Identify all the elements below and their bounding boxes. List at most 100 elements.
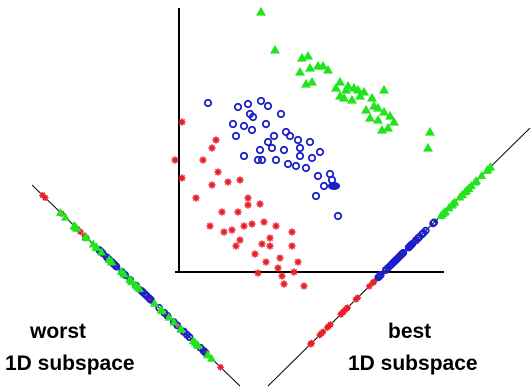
blue-ring-marker bbox=[271, 133, 277, 139]
green-triangle-marker bbox=[368, 94, 377, 102]
red-asterisk-marker bbox=[289, 229, 295, 235]
red-asterisk-marker bbox=[281, 281, 287, 287]
red-asterisk-marker bbox=[237, 177, 243, 183]
red-asterisk-marker bbox=[200, 157, 206, 163]
green-triangle-marker bbox=[366, 114, 375, 122]
green-triangle-marker bbox=[271, 46, 280, 54]
blue-ring-marker bbox=[245, 101, 251, 107]
red-asterisk-marker bbox=[249, 221, 255, 227]
red-asterisk-marker bbox=[353, 297, 358, 302]
red-asterisk-marker bbox=[252, 251, 258, 257]
worst-subspace-projections bbox=[40, 193, 223, 370]
blue-ring-marker bbox=[230, 121, 236, 127]
green-triangle-marker bbox=[296, 68, 305, 76]
worst-label-line1: worst bbox=[29, 320, 86, 343]
blue-ring-marker bbox=[313, 193, 319, 199]
blue-ring-marker bbox=[265, 103, 271, 109]
red-asterisk-marker bbox=[233, 243, 239, 249]
red-asterisk-marker bbox=[319, 331, 324, 336]
green-triangle-marker bbox=[306, 64, 315, 72]
blue-ring-marker bbox=[283, 129, 289, 135]
blue-ring-marker bbox=[278, 111, 284, 117]
red-asterisk-marker bbox=[237, 237, 243, 243]
red-asterisk-marker bbox=[213, 137, 219, 143]
red-asterisk-marker bbox=[267, 243, 273, 249]
red-asterisk-marker bbox=[289, 243, 295, 249]
red-asterisk-marker bbox=[241, 223, 247, 229]
blue-ring-marker bbox=[309, 155, 315, 161]
red-asterisk-marker bbox=[209, 182, 215, 188]
red-asterisk-marker bbox=[295, 259, 301, 265]
blue-ring-marker bbox=[295, 137, 301, 143]
blue-ring-marker bbox=[265, 139, 271, 145]
blue-ring-marker bbox=[273, 157, 279, 163]
red-asterisk-marker bbox=[215, 169, 221, 175]
green-triangle-marker bbox=[257, 8, 266, 16]
red-asterisk-marker bbox=[207, 223, 213, 229]
best-label-line2: 1D subspace bbox=[348, 352, 478, 375]
best-label-line1: best bbox=[388, 320, 431, 343]
red-asterisk-marker bbox=[341, 309, 346, 314]
red-asterisk-marker bbox=[179, 175, 185, 181]
green-triangle-marker bbox=[374, 116, 383, 124]
blue-ring-marker bbox=[241, 123, 247, 129]
blue-ring-marker bbox=[303, 165, 309, 171]
red-asterisk-marker bbox=[218, 365, 223, 370]
red-asterisk-marker bbox=[267, 235, 273, 241]
blue-ring-marker bbox=[233, 133, 239, 139]
red-asterisk-marker bbox=[367, 284, 372, 289]
blue-ring-marker bbox=[293, 163, 299, 169]
green-triangle-marker bbox=[380, 86, 389, 94]
worst-label-line2: 1D subspace bbox=[5, 352, 135, 375]
red-asterisk-marker bbox=[261, 219, 267, 225]
green-triangle-marker bbox=[426, 128, 435, 136]
red-asterisk-marker bbox=[263, 259, 269, 265]
red-asterisk-marker bbox=[273, 223, 279, 229]
blue-ring-marker bbox=[235, 104, 241, 110]
green-triangle-marker bbox=[308, 78, 317, 86]
blue-ring-marker bbox=[205, 100, 211, 106]
blue-ring-marker bbox=[257, 147, 263, 153]
blue-ring-marker bbox=[317, 149, 323, 155]
blue-ring-marker bbox=[281, 147, 287, 153]
green-triangle-marker bbox=[424, 144, 433, 152]
red-asterisk-marker bbox=[193, 195, 199, 201]
blue-ring-marker bbox=[249, 127, 255, 133]
red-asterisk-marker bbox=[328, 322, 333, 327]
blue-filled-cluster-marker bbox=[328, 182, 340, 190]
blue-ring-marker bbox=[263, 121, 269, 127]
red-asterisk-marker bbox=[301, 283, 307, 289]
blue-ring-marker bbox=[241, 153, 247, 159]
blue-ring-marker bbox=[285, 161, 291, 167]
red-asterisk-marker bbox=[259, 241, 265, 247]
blue-ring-marker bbox=[315, 173, 321, 179]
red-asterisk-marker bbox=[291, 269, 297, 275]
red-asterisk-marker bbox=[229, 227, 235, 233]
red-asterisk-marker bbox=[279, 273, 285, 279]
scatter-class-red bbox=[172, 119, 307, 289]
green-triangle-marker bbox=[304, 52, 313, 60]
red-asterisk-marker bbox=[245, 195, 251, 201]
red-asterisk-marker bbox=[277, 255, 283, 261]
blue-ring-marker bbox=[258, 98, 264, 104]
red-asterisk-marker bbox=[40, 193, 45, 198]
scatter-class-blue bbox=[205, 98, 341, 219]
red-asterisk-marker bbox=[172, 157, 178, 163]
red-asterisk-marker bbox=[257, 201, 263, 207]
red-asterisk-marker bbox=[308, 342, 313, 347]
red-asterisk-marker bbox=[219, 209, 225, 215]
blue-ring-marker bbox=[297, 145, 303, 151]
green-triangle-marker bbox=[336, 78, 345, 86]
red-asterisk-marker bbox=[245, 202, 251, 208]
red-asterisk-marker bbox=[221, 229, 227, 235]
red-asterisk-marker bbox=[225, 179, 231, 185]
red-asterisk-marker bbox=[275, 265, 281, 271]
blue-ring-marker bbox=[297, 153, 303, 159]
red-asterisk-marker bbox=[255, 270, 261, 276]
red-asterisk-marker bbox=[235, 209, 241, 215]
blue-ring-marker bbox=[321, 183, 327, 189]
blue-ring-marker bbox=[307, 139, 313, 145]
blue-ring-marker bbox=[335, 213, 341, 219]
red-asterisk-marker bbox=[209, 145, 215, 151]
